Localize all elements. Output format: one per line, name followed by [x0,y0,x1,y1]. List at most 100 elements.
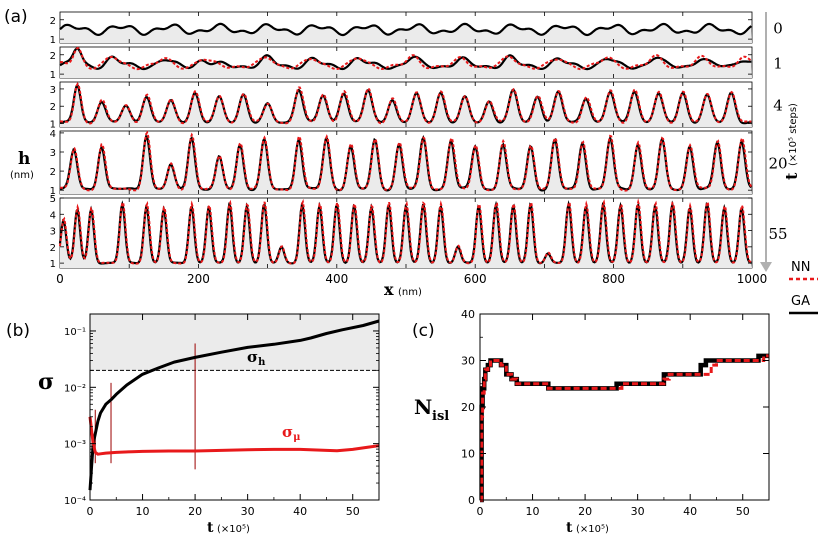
panel-b-xlabel: t [207,520,214,536]
y-tick-label: 3 [50,85,56,96]
nn-profile [60,130,753,192]
x-tick-label: 10 [136,505,150,518]
x-tick-label: 0 [87,505,94,518]
panel-c-frame [479,313,770,501]
y-tick-label: 10⁻² [64,383,86,394]
x-tick-label: 50 [736,505,750,518]
legend: NN GA [789,260,818,315]
nn-profile [59,46,752,71]
panel-a-ylabel: h [18,149,30,169]
y-tick-label: 1 [50,70,56,81]
label-sigma-mu-sub: μ [293,432,300,443]
y-tick-label: 2 [50,167,56,178]
time-axis-unit: (×10⁵ steps) [788,103,799,166]
x-tick-label: 600 [464,272,487,286]
time-label-1: 1 [773,55,783,73]
nn-profile [60,82,752,125]
x-tick-label: 20 [188,505,202,518]
legend-label-ga: GA [791,294,810,309]
time-label-20: 20 [768,155,787,173]
ga-profile [59,83,752,125]
series-sigma-mu [88,416,380,456]
panel-a-xlabel-unit: (nm) [398,287,422,298]
panel-a-ylabel-unit: (nm) [10,170,34,181]
label-sigma-mu-main: σ [282,423,293,441]
y-tick-label: 1 [50,120,56,131]
panel-b-frame [89,313,380,501]
label-sigma-h-main: σ [247,348,258,366]
time-arrow-head [760,262,772,272]
legend-label-nn: NN [791,260,810,275]
y-tick-label: 20 [461,401,475,414]
strip-55: 1 2 3 4 5 [50,194,753,270]
x-tick-label: 400 [325,272,348,286]
x-tick-label: 200 [187,272,210,286]
panel-label-c: (c) [412,321,435,341]
panel-label-b: (b) [6,321,30,341]
series-nn [480,354,769,502]
y-tick-label: 1 [50,35,56,46]
nn-profile [59,198,752,265]
y-tick-label: 1 [50,186,56,197]
strip-1: 12 [50,46,753,81]
y-tick-label: 3 [50,227,56,238]
y-tick-label: 30 [461,355,475,368]
panel-b-ylabel: σ [38,369,54,395]
time-labels: 0 1 4 20 55 [768,20,787,244]
y-tick-label: 5 [50,194,56,205]
label-sigma-h: σh [247,348,266,368]
time-label-55: 55 [768,225,787,243]
x-tick-label: 0 [477,505,484,518]
panel-c-xlabel: t [566,520,573,536]
x-tick-label: 10 [526,505,540,518]
time-axis-label: t (×10⁵ steps) [782,103,801,180]
y-tick-label: 2 [50,51,56,62]
ga-profile [59,134,753,192]
y-tick-label: 40 [461,308,475,321]
series-sigma-h [88,319,380,491]
above-threshold-band [90,314,379,371]
strip-0: 12 [50,11,753,46]
y-tick-label: 10⁻¹ [64,327,86,338]
time-label-4: 4 [773,97,783,115]
panel-a-xlabel: x [384,280,394,299]
y-tick-label: 2 [50,16,56,27]
y-tick-label: 10⁻³ [64,440,86,451]
time-axis-symbol: t [782,172,801,180]
y-tick-label: 2 [50,243,56,254]
x-tick-label: 20 [578,505,592,518]
x-tick-label: 40 [683,505,697,518]
label-sigma-h-sub: h [258,357,266,368]
strip-4: 1 2 3 [50,81,753,131]
y-tick-label: 4 [50,210,56,221]
time-label-0: 0 [773,20,783,38]
ga-profile [59,22,752,37]
x-tick-label: 50 [346,505,360,518]
y-tick-label: 10⁻⁴ [64,496,86,507]
panel-c-islands: 0 10 20 30 40 0 10 20 30 40 50 [461,308,770,518]
label-sigma-mu: σμ [282,423,300,443]
strip-fill [60,23,752,43]
panel-c-ylabel-sub: isl [432,409,449,424]
panel-c-xlabel-unit: (×10⁵) [576,524,609,535]
x-tick-label: 800 [602,272,625,286]
y-tick-label: 10 [461,448,475,461]
strip-fill [60,204,752,268]
x-tick-label: 40 [293,505,307,518]
y-tick-label: 0 [468,494,475,507]
panel-c-ylabel: N [414,395,432,419]
y-tick-label: 2 [50,102,56,113]
strip-20: 1 2 3 4 [50,129,753,197]
strip-fill [60,136,752,194]
x-tick-label: 0 [56,272,64,286]
y-tick-label: 4 [50,129,56,140]
series-ga [479,353,769,503]
x-tick-label: 30 [631,505,645,518]
y-tick-label: 1 [50,259,56,270]
panel-label-a: (a) [4,7,28,27]
panel-b-xlabel-unit: (×10⁵) [217,524,250,535]
x-tick-label: 30 [241,505,255,518]
